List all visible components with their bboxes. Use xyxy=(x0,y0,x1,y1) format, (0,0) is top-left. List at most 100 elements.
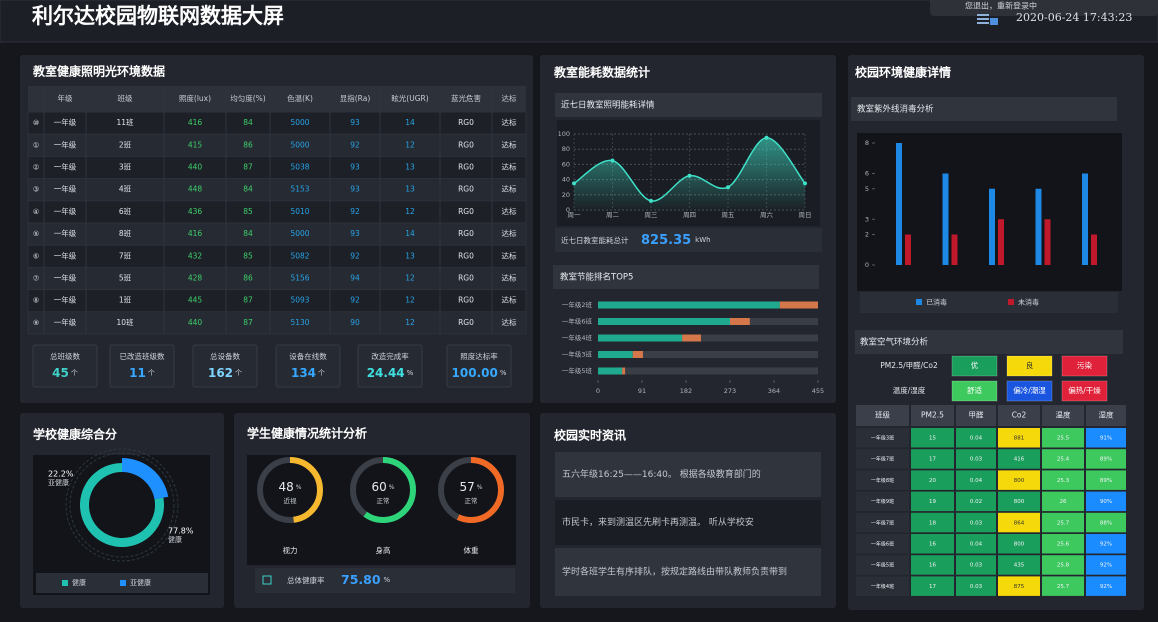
column-header: 年级 xyxy=(58,93,73,103)
stat-unit: % xyxy=(500,369,507,377)
stat-label: 总设备数 xyxy=(210,351,240,361)
table-cell: 一年级6班 xyxy=(871,541,894,548)
table-cell: RG0 xyxy=(458,251,474,260)
menu-icon[interactable] xyxy=(977,14,998,25)
panel-title: 教室健康照明光环境数据 xyxy=(32,64,165,79)
table-row xyxy=(27,155,527,180)
table-cell: RG0 xyxy=(458,318,474,327)
stat-card xyxy=(446,344,512,388)
y-category-label: 一年级6班 xyxy=(562,317,593,326)
x-tick-label: 周二 xyxy=(606,211,620,219)
table-cell: 18 xyxy=(929,520,936,526)
table-cell-bg xyxy=(1042,491,1084,512)
bar-segment xyxy=(598,318,730,325)
bar-segment xyxy=(779,301,818,309)
sub-header xyxy=(553,265,819,289)
column-header: 达标 xyxy=(502,93,517,103)
y-category-label: 一年级3班 xyxy=(562,350,593,359)
stat-card xyxy=(357,344,423,388)
bar-segment xyxy=(682,334,701,342)
legend-label: 未消毒 xyxy=(1018,298,1039,307)
table-cell: 416 xyxy=(188,229,203,238)
table-cell: 12 xyxy=(405,274,415,283)
table-cell: 达标 xyxy=(502,228,517,238)
gauge-status: 近视 xyxy=(284,496,298,505)
table-cell-bg xyxy=(998,449,1040,469)
table-cell-bg xyxy=(998,512,1040,533)
table-cell-bg xyxy=(998,555,1040,575)
table-cell-bg xyxy=(1042,470,1084,490)
table-cell: 达标 xyxy=(502,273,517,283)
table-cell: 85 xyxy=(243,251,253,260)
table-cell-bg xyxy=(856,449,909,469)
table-cell: 93 xyxy=(350,229,360,238)
table-cell: 19 xyxy=(929,499,936,505)
table-cell: 2班 xyxy=(119,139,132,149)
table-cell: 416 xyxy=(188,118,203,127)
table-cell: 达标 xyxy=(502,317,517,327)
stat-label: 改造完成率 xyxy=(371,351,409,361)
x-tick-label: 182 xyxy=(680,387,692,395)
panel-title: 学生健康情况统计分析 xyxy=(247,426,367,441)
news-item: 学时各班学生有序排队，按规定路线由带队教师负责带到 xyxy=(562,566,787,578)
table-cell-bg xyxy=(911,512,954,533)
table-cell: RG0 xyxy=(458,274,474,283)
table-cell: 25.6 xyxy=(1057,542,1070,548)
column-header: 温度 xyxy=(1056,410,1072,420)
panel-title: 校园环境健康详情 xyxy=(855,65,951,80)
gauge-unit: % xyxy=(296,484,302,491)
stat-unit: 个 xyxy=(71,369,78,377)
y-tick-label: 3 xyxy=(865,215,869,223)
table-cell: 26 xyxy=(1060,499,1067,505)
stat-value: 100.00% xyxy=(452,366,507,380)
table-cell: 一年级 xyxy=(54,317,77,327)
total-value: 825.35 kWh xyxy=(641,233,711,248)
table-cell: ⑥ xyxy=(33,252,39,260)
table-cell: 440 xyxy=(188,163,203,172)
column-header: 蓝光危害 xyxy=(451,93,481,103)
table-cell: ④ xyxy=(33,208,39,216)
table-cell: 5038 xyxy=(290,163,309,172)
table-cell: RG0 xyxy=(458,163,474,172)
table-cell: 13 xyxy=(405,251,415,260)
table-cell: 85 xyxy=(243,207,253,216)
x-tick-label: 周日 xyxy=(799,211,812,219)
table-row xyxy=(27,111,527,135)
table-cell: ② xyxy=(33,164,39,172)
y-tick-label: 0 xyxy=(865,261,869,269)
table-cell: ③ xyxy=(33,186,39,194)
table-cell: 一年级 xyxy=(54,139,77,149)
legend-label: 健康 xyxy=(72,578,86,587)
line-point xyxy=(803,181,807,186)
table-cell: 86 xyxy=(243,274,253,283)
stat-unit: 个 xyxy=(235,369,242,377)
table-cell: 25.7 xyxy=(1057,520,1070,526)
table-cell: 一年级 xyxy=(54,295,77,305)
chart-bg xyxy=(247,455,516,565)
table-cell-bg xyxy=(911,470,954,490)
table-cell: 6班 xyxy=(119,206,132,216)
stat-number: 24.44 xyxy=(367,366,405,380)
level-label: 良 xyxy=(1026,360,1034,370)
table-cell: ⑦ xyxy=(33,275,39,283)
decor-ring xyxy=(69,452,175,558)
table-cell-bg xyxy=(856,555,909,575)
stat-label: 照度达标率 xyxy=(460,351,498,361)
table-cell: 0.03 xyxy=(970,457,983,463)
table-cell: 16 xyxy=(929,563,936,569)
table-cell: 84 xyxy=(243,185,253,194)
stat-label: 设备在线数 xyxy=(289,351,327,361)
table-cell: 93 xyxy=(350,118,360,127)
total-label: 近七日教室能耗总计 xyxy=(561,235,629,245)
table-cell: 435 xyxy=(1014,563,1025,569)
news-item: 市民卡，来到测温区先刷卡再测温。 听从学校安 xyxy=(562,516,754,528)
table-cell: 16 xyxy=(929,542,936,548)
table-cell-bg xyxy=(956,491,996,512)
stat-card xyxy=(32,344,98,388)
table-cell: 92 xyxy=(350,140,360,149)
level-badge xyxy=(1061,380,1108,402)
pie-value-label: 77.8% xyxy=(168,527,194,536)
y-tick-label: 5 xyxy=(865,185,869,193)
pie-category-label: 亚健康 xyxy=(48,478,69,487)
table-cell-bg xyxy=(856,470,909,490)
